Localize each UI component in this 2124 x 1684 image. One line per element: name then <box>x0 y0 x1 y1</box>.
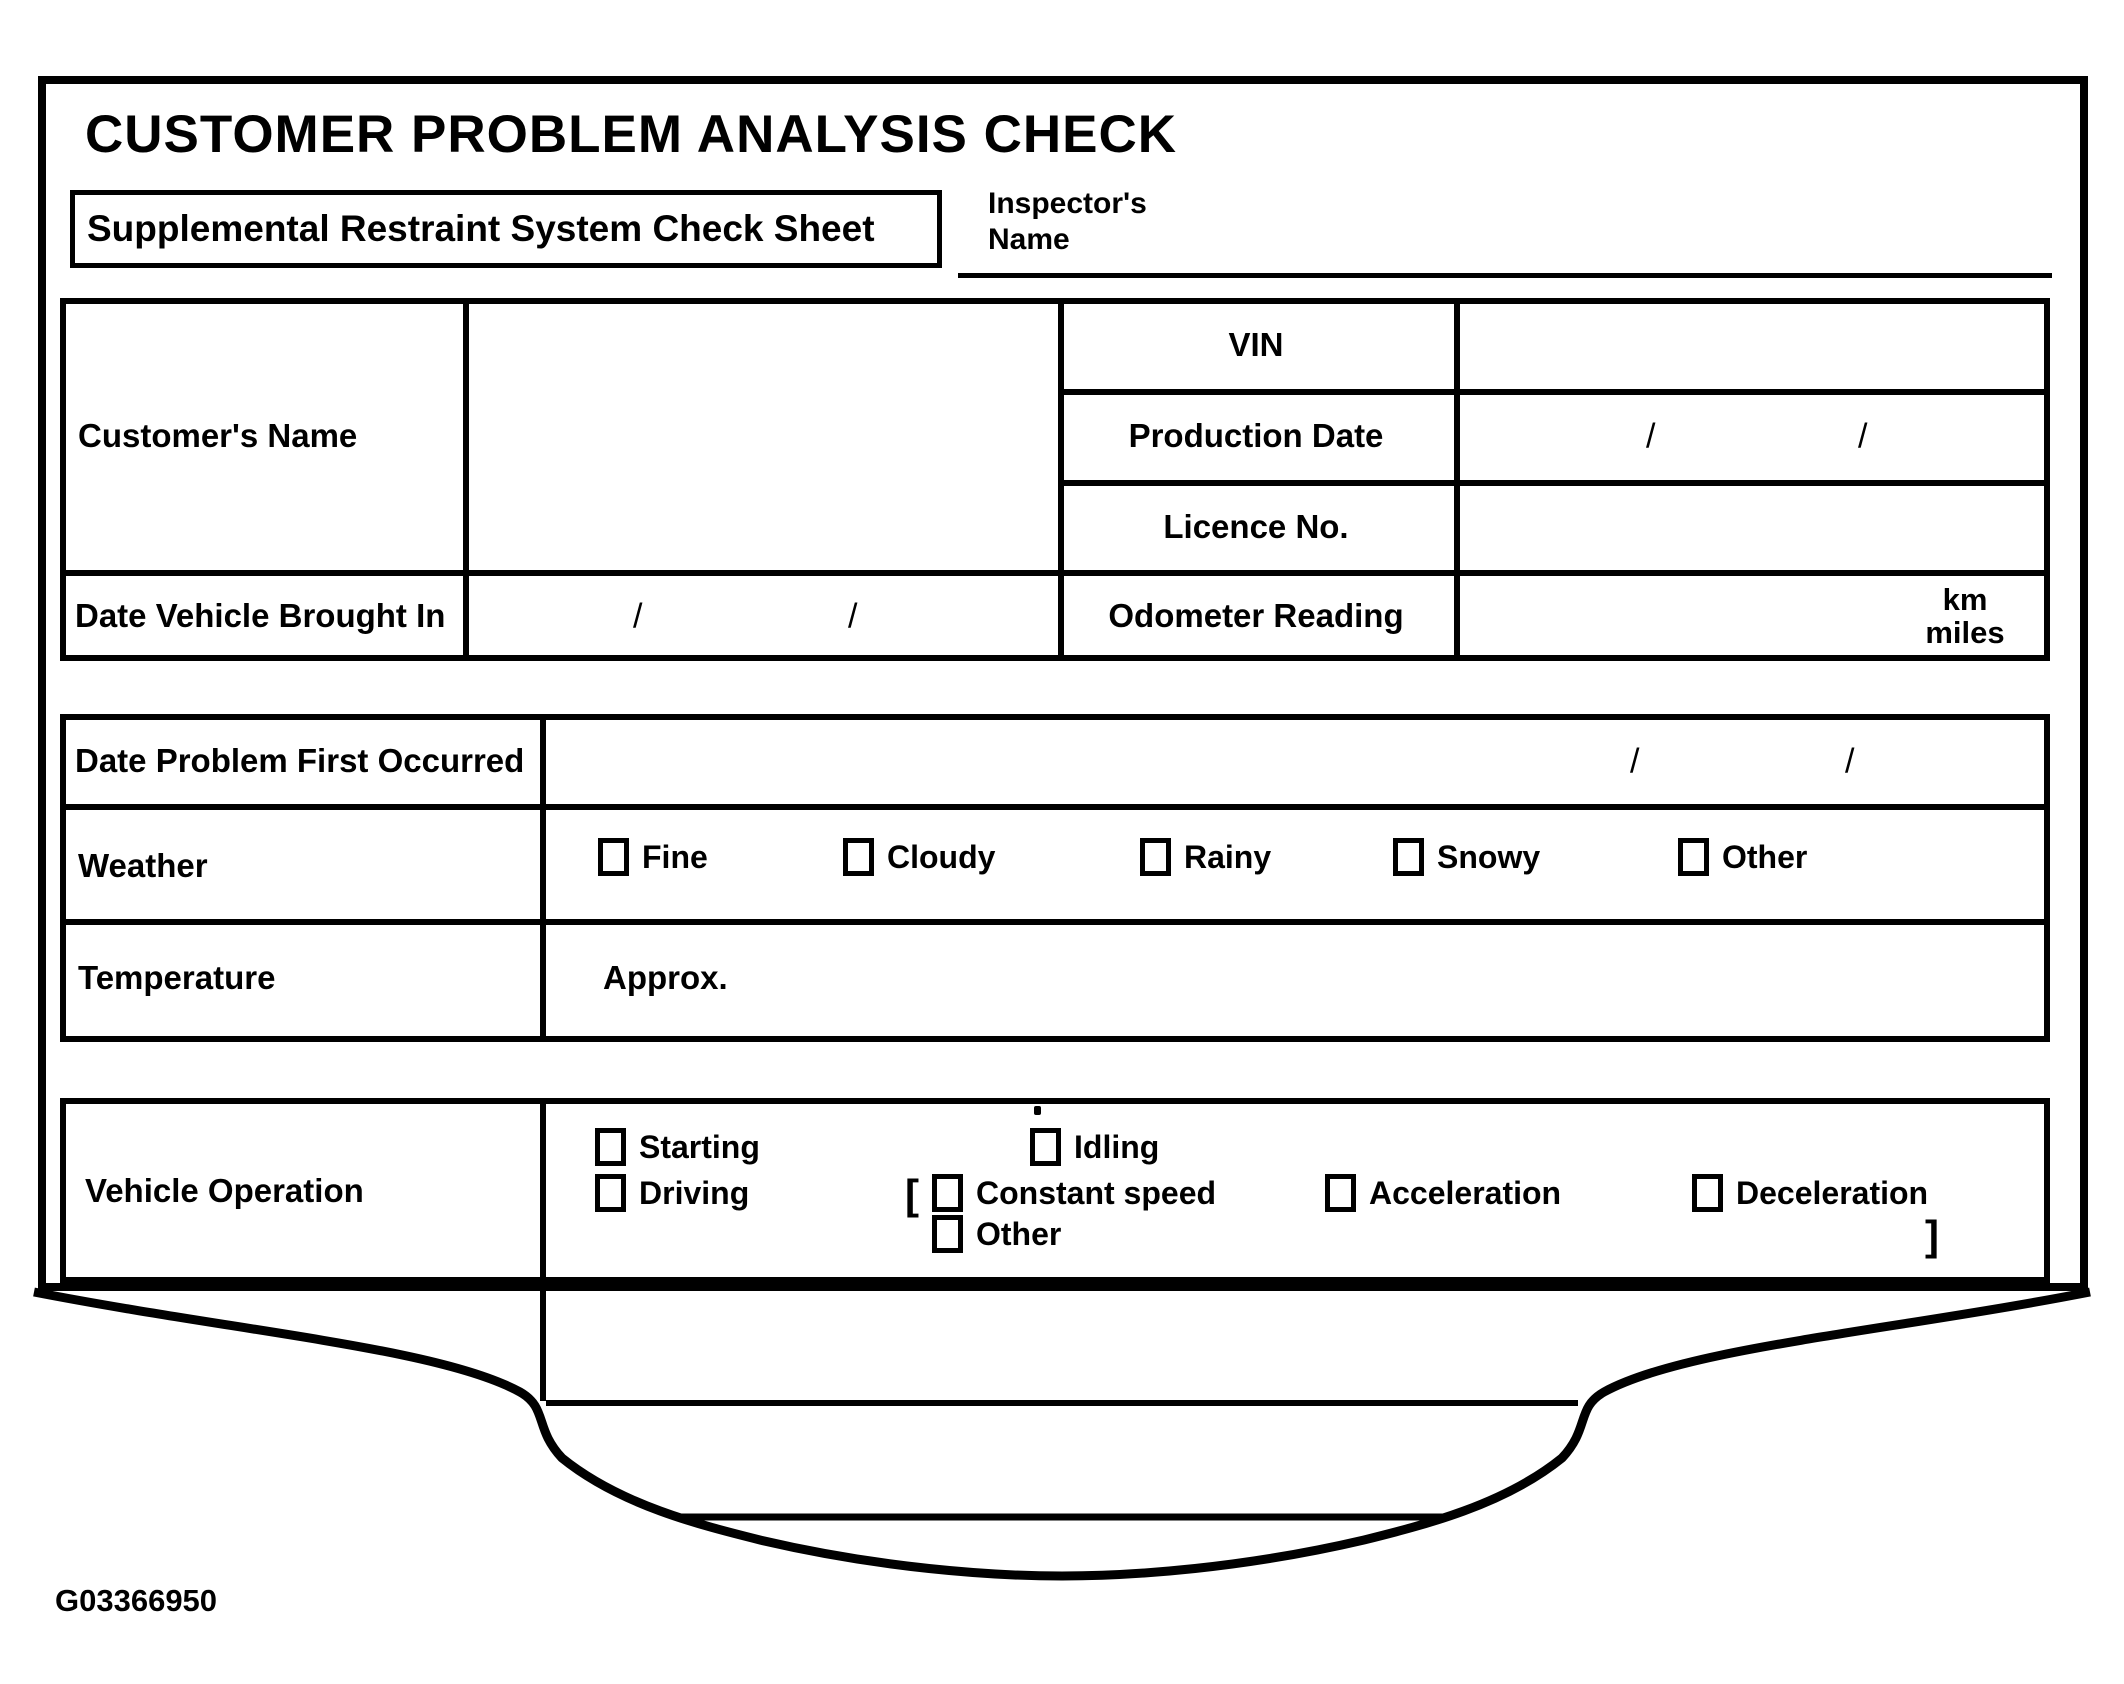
checkbox-icon[interactable] <box>598 838 629 876</box>
vehicle-operation-table <box>60 1098 2050 1283</box>
checkbox-label: Other <box>976 1215 1062 1252</box>
customer-name-value-cell[interactable] <box>469 304 1054 566</box>
checkbox-label: Driving <box>639 1174 750 1211</box>
vin-value-cell[interactable] <box>1460 304 2045 385</box>
odometer-unit-km: km <box>1942 582 1988 617</box>
weather-option-snowy[interactable]: Snowy <box>1393 838 1540 876</box>
checkbox-icon[interactable] <box>1140 838 1171 876</box>
checkbox-icon[interactable] <box>1678 838 1709 876</box>
stray-mark <box>1034 1106 1041 1115</box>
divider-line <box>540 714 546 1042</box>
inspector-label-line1: Inspector's <box>988 187 1147 220</box>
checkbox-label: Deceleration <box>1736 1174 1929 1211</box>
page-title: CUSTOMER PROBLEM ANALYSIS CHECK <box>85 105 1178 164</box>
date-vehicle-value-cell[interactable] <box>469 580 1054 657</box>
checkbox-label: Starting <box>639 1128 760 1165</box>
checkbox-label: Cloudy <box>887 838 996 875</box>
inspector-label: Inspector's Name <box>988 186 1147 258</box>
row-line <box>60 570 2050 576</box>
weather-option-cloudy[interactable]: Cloudy <box>843 838 995 876</box>
subtitle-label: Supplemental Restraint System Check Shee… <box>87 208 875 249</box>
operation-option-acceleration[interactable]: Acceleration <box>1325 1174 1561 1212</box>
weather-option-fine[interactable]: Fine <box>598 838 708 876</box>
checkbox-icon[interactable] <box>932 1215 963 1253</box>
odometer-value-cell[interactable] <box>1460 580 2045 657</box>
checkbox-icon[interactable] <box>1393 838 1424 876</box>
operation-option-starting[interactable]: Starting <box>595 1128 760 1166</box>
bracket-open: [ <box>905 1171 919 1218</box>
inspector-name-field[interactable] <box>958 200 2052 272</box>
row-line <box>60 919 2050 925</box>
checkbox-icon[interactable] <box>595 1128 626 1166</box>
checkbox-label: Fine <box>642 838 708 875</box>
date-separator: / <box>1858 417 1868 456</box>
vin-label: VIN <box>1228 326 1284 363</box>
figure-id: G03366950 <box>55 1583 218 1618</box>
checkbox-icon[interactable] <box>1325 1174 1356 1212</box>
production-date-value-cell[interactable] <box>1460 395 2045 476</box>
production-date-label: Production Date <box>1128 417 1384 454</box>
checkbox-label: Acceleration <box>1369 1174 1562 1211</box>
inspector-label-line2: Name <box>988 223 1070 256</box>
date-problem-value-cell[interactable] <box>546 720 2044 800</box>
temperature-value-cell[interactable] <box>760 925 2044 1036</box>
row-line <box>60 804 2050 810</box>
date-separator: / <box>848 597 858 636</box>
licence-value-cell[interactable] <box>1460 486 2045 566</box>
operation-option-constant-speed[interactable]: Constant speed <box>932 1174 1216 1212</box>
operation-option-other[interactable]: Other <box>932 1215 1061 1253</box>
licence-label: Licence No. <box>1163 508 1349 545</box>
inspector-name-underline <box>958 273 2052 278</box>
checkbox-icon[interactable] <box>843 838 874 876</box>
checkbox-icon[interactable] <box>932 1174 963 1212</box>
customer-name-label: Customer's Name <box>78 417 358 454</box>
vehicle-operation-label: Vehicle Operation <box>85 1172 364 1209</box>
date-separator: / <box>1646 417 1656 456</box>
date-separator: / <box>633 597 643 636</box>
date-problem-label: Date Problem First Occurred <box>75 742 525 779</box>
date-separator: / <box>1630 742 1640 781</box>
odometer-units: km miles <box>1870 583 2060 649</box>
row-line <box>1058 389 2050 395</box>
checkbox-label: Constant speed <box>976 1174 1217 1211</box>
operation-option-deceleration[interactable]: Deceleration <box>1692 1174 1928 1212</box>
checkbox-icon[interactable] <box>1692 1174 1723 1212</box>
checkbox-icon[interactable] <box>1030 1128 1061 1166</box>
divider-line <box>540 1098 546 1283</box>
customer-vehicle-table <box>60 298 2050 661</box>
bracket-close: ] <box>1925 1212 1939 1259</box>
checkbox-label: Other <box>1722 838 1808 875</box>
weather-option-other[interactable]: Other <box>1678 838 1807 876</box>
weather-label: Weather <box>78 847 208 884</box>
divider-line <box>1058 298 1064 661</box>
form-frame <box>38 76 2088 1291</box>
temperature-approx-label: Approx. <box>603 959 728 996</box>
weather-option-rainy[interactable]: Rainy <box>1140 838 1271 876</box>
checkbox-label: Idling <box>1074 1128 1160 1165</box>
operation-option-driving[interactable]: Driving <box>595 1174 749 1212</box>
odometer-unit-miles: miles <box>1925 615 2005 650</box>
checkbox-label: Snowy <box>1437 838 1541 875</box>
temperature-label: Temperature <box>78 959 276 996</box>
date-vehicle-label: Date Vehicle Brought In <box>75 597 446 634</box>
divider-line <box>1454 298 1460 661</box>
row-line <box>1058 480 2050 486</box>
operation-option-idling[interactable]: Idling <box>1030 1128 1159 1166</box>
problem-conditions-table <box>60 714 2050 1042</box>
subtitle-box: Supplemental Restraint System Check Shee… <box>70 190 942 268</box>
checkbox-label: Rainy <box>1184 838 1272 875</box>
checkbox-icon[interactable] <box>595 1174 626 1212</box>
divider-line <box>463 298 469 661</box>
odometer-label: Odometer Reading <box>1108 597 1404 634</box>
date-separator: / <box>1845 742 1855 781</box>
